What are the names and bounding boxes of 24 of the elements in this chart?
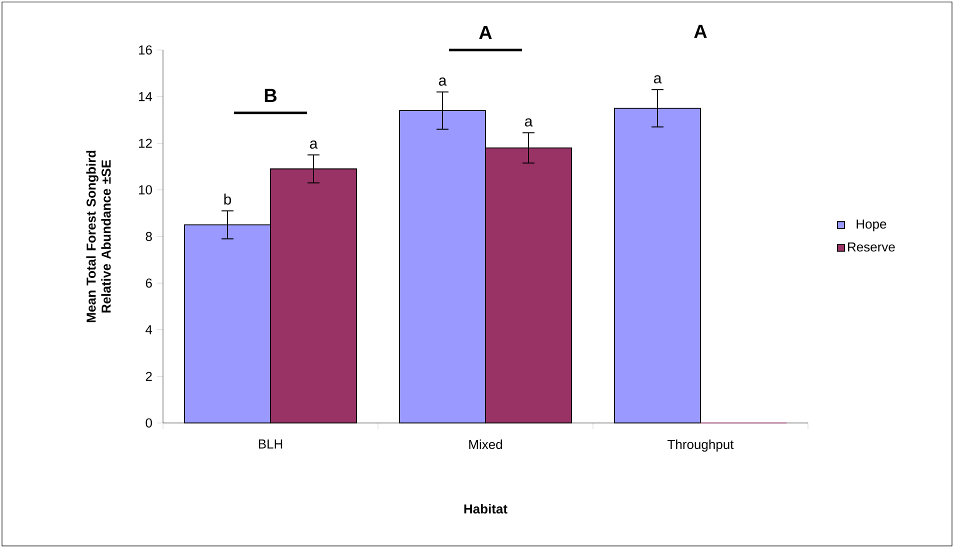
y-tick-label: 8: [146, 232, 152, 242]
data-label: a: [654, 75, 662, 84]
y-tick-label: 10: [139, 185, 152, 194]
text: A: [694, 24, 707, 38]
x-tick-label: Mixed: [469, 440, 502, 450]
y-tick-label: 6: [146, 278, 152, 288]
legend-label: Reserve: [848, 242, 895, 252]
y-tick-label: 12: [139, 138, 152, 148]
data-label: b: [224, 194, 232, 205]
y-tick-label: 0: [146, 418, 152, 428]
x-tick-label: BLH: [258, 440, 282, 448]
legend-label: Hope: [856, 220, 886, 232]
annotation: B: [264, 88, 277, 102]
y-tick-label: 16: [139, 45, 152, 55]
y-tick-label: 4: [146, 325, 152, 334]
data-label: a: [524, 118, 533, 127]
data-label: a: [438, 78, 447, 86]
text: A: [479, 26, 492, 40]
y-tick-label: 2: [146, 372, 152, 381]
y-axis-title: Mean Total Forest Songbird Relative Abundance ±SE: [86, 150, 111, 322]
x-axis-title: Habitat: [464, 504, 508, 514]
data-label: a: [310, 140, 318, 149]
x-tick-label: Throughput: [668, 440, 734, 452]
y-tick-label: 14: [139, 92, 152, 102]
